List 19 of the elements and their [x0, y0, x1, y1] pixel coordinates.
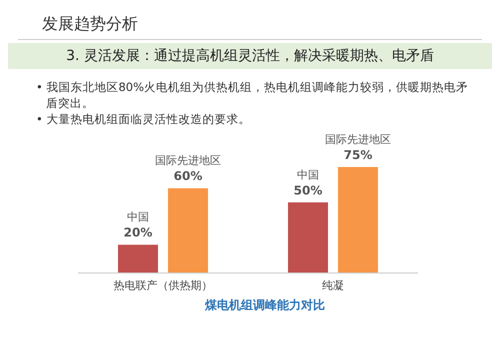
- data-label: 20%: [124, 226, 152, 240]
- data-label: 75%: [344, 148, 372, 162]
- text: 煤电机组调峰能力对比: [204, 297, 326, 314]
- series-label: 中国: [127, 210, 149, 224]
- bar: [168, 188, 208, 273]
- text: • 我国东北地区80%火电机组为供热机组，热电机组调峰能力较弱，供暖期热电矛盾突出。: [36, 79, 469, 111]
- bar: [118, 244, 158, 273]
- text: 发展趋势分析: [18, 8, 482, 40]
- text: 国际先进地区: [325, 133, 391, 146]
- x-tick-label: 纯凝: [322, 278, 344, 292]
- bar: [338, 167, 378, 273]
- x-tick-label: 热电联产（供热期）: [114, 278, 212, 292]
- text: 3. 灵活发展：通过提高机组灵活性，解决采暖期热、电矛盾: [8, 43, 492, 69]
- bar: [288, 202, 328, 273]
- text: 中国: [297, 168, 319, 182]
- text: • 大量热电机组面临灵活性改造的要求。: [36, 111, 252, 127]
- data-label: 50%: [294, 183, 322, 198]
- data-label: 60%: [174, 169, 202, 184]
- text: 国际先进地区: [155, 154, 221, 168]
